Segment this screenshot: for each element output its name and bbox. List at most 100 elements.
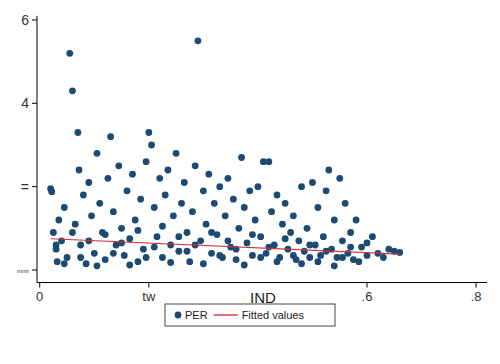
y-tick-label: 4: [21, 95, 29, 111]
scatter-point: [154, 233, 161, 240]
scatter-point: [151, 244, 158, 251]
scatter-point: [66, 50, 73, 57]
scatter-point: [331, 262, 338, 269]
scatter-point: [380, 254, 387, 261]
scatter-point: [268, 208, 275, 215]
scatter-point: [184, 248, 191, 255]
scatter-point: [225, 237, 232, 244]
x-tick-label: .8: [471, 289, 482, 304]
x-axis-title: IND: [250, 289, 276, 306]
scatter-point: [257, 233, 264, 240]
x-tick: [367, 283, 368, 288]
scatter-point: [211, 200, 218, 207]
scatter-point: [175, 248, 182, 255]
scatter-point: [102, 256, 109, 263]
scatter-point: [249, 252, 256, 259]
scatter-point: [274, 258, 281, 265]
x-tick-label: tw: [142, 289, 156, 304]
scatter-point: [121, 252, 128, 259]
scatter-point: [265, 158, 272, 165]
scatter-point: [175, 233, 182, 240]
scatter-point: [94, 150, 101, 157]
scatter-point: [53, 242, 60, 249]
scatter-point: [274, 192, 281, 199]
scatter-point: [282, 200, 289, 207]
scatter-point: [369, 233, 376, 240]
y-tick: [32, 186, 37, 187]
scatter-point: [140, 246, 147, 253]
scatter-point: [347, 244, 354, 251]
scatter-point: [151, 204, 158, 211]
scatter-point: [295, 237, 302, 244]
x-tick-label: 0: [36, 289, 43, 304]
scatter-point: [64, 254, 71, 261]
scatter-point: [290, 212, 297, 219]
scatter-point: [230, 196, 237, 203]
scatter-point: [238, 154, 245, 161]
legend-box: [165, 304, 335, 326]
scatter-point: [58, 237, 65, 244]
scatter-point: [96, 200, 103, 207]
scatter-point: [173, 150, 180, 157]
y-tick: [32, 19, 37, 20]
scatter-point: [55, 217, 62, 224]
scatter-point: [197, 237, 204, 244]
scatter-point: [61, 204, 68, 211]
scatter-point: [216, 183, 223, 190]
scatter-point: [306, 242, 313, 249]
scatter-point: [282, 235, 289, 242]
legend-label: PER: [185, 309, 208, 321]
scatter-point: [257, 254, 264, 261]
scatter-point: [200, 260, 207, 267]
scatter-point: [339, 237, 346, 244]
scatter-point: [76, 167, 83, 174]
scatter-point: [309, 179, 316, 186]
scatter-point: [159, 223, 166, 230]
scatter-point: [189, 208, 196, 215]
legend: PERFitted values: [165, 304, 335, 326]
scatter-point: [205, 171, 212, 178]
scatter-point: [233, 256, 240, 263]
scatter-point: [162, 192, 169, 199]
scatter-point: [339, 254, 346, 261]
scatter-point: [110, 208, 117, 215]
scatter-point: [145, 129, 152, 136]
scatter-point: [126, 262, 133, 269]
y-tick: [32, 103, 37, 104]
scatter-point: [178, 200, 185, 207]
scatter-point: [342, 200, 349, 207]
scatter-point: [135, 227, 142, 234]
scatter-point: [167, 259, 174, 266]
scatter-point: [94, 262, 101, 269]
scatter-point: [181, 179, 188, 186]
scatter-point: [129, 171, 136, 178]
scatter-point: [48, 188, 55, 195]
scatter-point: [265, 244, 272, 251]
scatter-point: [225, 175, 232, 182]
scatter-point: [91, 250, 98, 257]
scatter-point: [244, 240, 251, 247]
scatter-point: [75, 129, 82, 136]
plot-area: [47, 37, 403, 269]
y-axis: [37, 16, 38, 283]
scatter-point: [124, 187, 131, 194]
scatter-point: [192, 162, 199, 169]
scatter-point: [118, 225, 125, 232]
scatter-point: [148, 142, 155, 149]
scatter-point: [54, 258, 61, 265]
scatter-point: [143, 254, 150, 261]
scatter-point: [72, 221, 79, 228]
scatter-point: [222, 212, 229, 219]
scatter-point: [203, 221, 210, 228]
scatter-point: [156, 175, 163, 182]
legend-symbol: [214, 314, 238, 315]
scatter-point: [88, 212, 95, 219]
scatter-point: [315, 204, 322, 211]
scatter-point: [364, 240, 371, 247]
scatter-point: [396, 249, 403, 256]
scatter-point: [135, 258, 142, 265]
scatter-point: [77, 254, 84, 261]
scatter-point: [355, 258, 362, 265]
chart: mmr=460tw.6.8INDPERFitted values: [0, 0, 500, 364]
y-tick: [32, 269, 37, 270]
